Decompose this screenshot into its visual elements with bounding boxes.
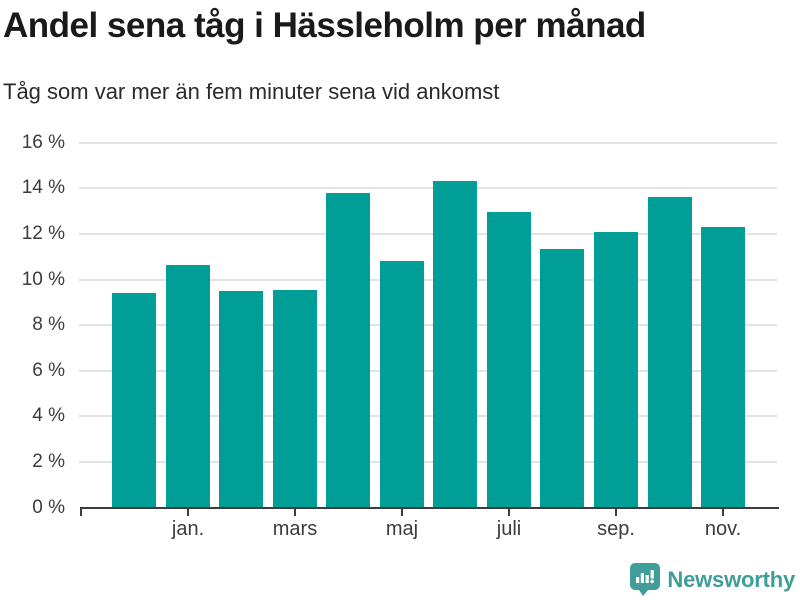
bar (273, 290, 317, 507)
bar (112, 293, 156, 507)
bar (166, 265, 210, 507)
x-axis-tick-label: maj (385, 518, 419, 540)
y-gridline (79, 461, 777, 464)
x-axis-tick (294, 509, 296, 516)
bar (701, 227, 745, 507)
y-gridline (79, 324, 777, 327)
bar (433, 181, 477, 507)
x-axis-tick (80, 509, 82, 516)
y-gridline (79, 415, 777, 418)
x-axis-tick (615, 509, 617, 516)
y-axis-tick-label: 0 % (32, 496, 65, 518)
y-gridline (79, 369, 777, 372)
newsworthy-logo: Newsworthy (630, 563, 795, 596)
x-axis-tick (508, 509, 510, 516)
newsworthy-brand-text: Newsworthy (667, 566, 795, 592)
newsworthy-bubble-chart-icon (630, 563, 661, 596)
page-subtitle: Tåg som var mer än fem minuter sena vid … (3, 79, 500, 104)
y-axis-tick-label: 2 % (32, 451, 65, 473)
x-axis-line (80, 507, 779, 509)
x-axis-tick-label: mars (272, 518, 318, 540)
bar (219, 291, 263, 507)
x-axis-tick (722, 509, 724, 516)
y-gridline (79, 232, 777, 235)
y-axis-tick-label: 16 % (21, 131, 65, 153)
bar (648, 197, 692, 507)
y-axis-tick-label: 4 % (32, 405, 65, 427)
page-title: Andel sena tåg i Hässleholm per månad (3, 6, 646, 45)
bar-chart: 0 % 2 % 4 % 6 % 8 % 10 % 12 % 14 % 16 % jan. mars m… (21, 131, 779, 540)
y-axis-tick-label: 10 % (21, 268, 65, 290)
bar (326, 193, 370, 507)
x-axis-tick (187, 509, 189, 516)
x-axis-tick (401, 509, 403, 516)
y-gridline (79, 141, 777, 144)
bar (487, 212, 531, 507)
y-axis-tick-label: 8 % (32, 314, 65, 336)
bar (594, 232, 638, 507)
y-gridline (79, 187, 777, 190)
y-gridline (79, 278, 777, 281)
x-axis-tick-label: nov. (704, 518, 742, 540)
bar (540, 249, 584, 507)
y-axis-tick-label: 14 % (21, 177, 65, 199)
bar (380, 261, 424, 507)
y-axis-tick-label: 12 % (21, 222, 65, 244)
y-axis-tick-label: 6 % (32, 359, 65, 381)
x-axis-tick-label: sep. (597, 518, 635, 540)
x-axis-tick-label: juli (496, 518, 522, 540)
x-axis-tick-label: jan. (171, 518, 205, 540)
